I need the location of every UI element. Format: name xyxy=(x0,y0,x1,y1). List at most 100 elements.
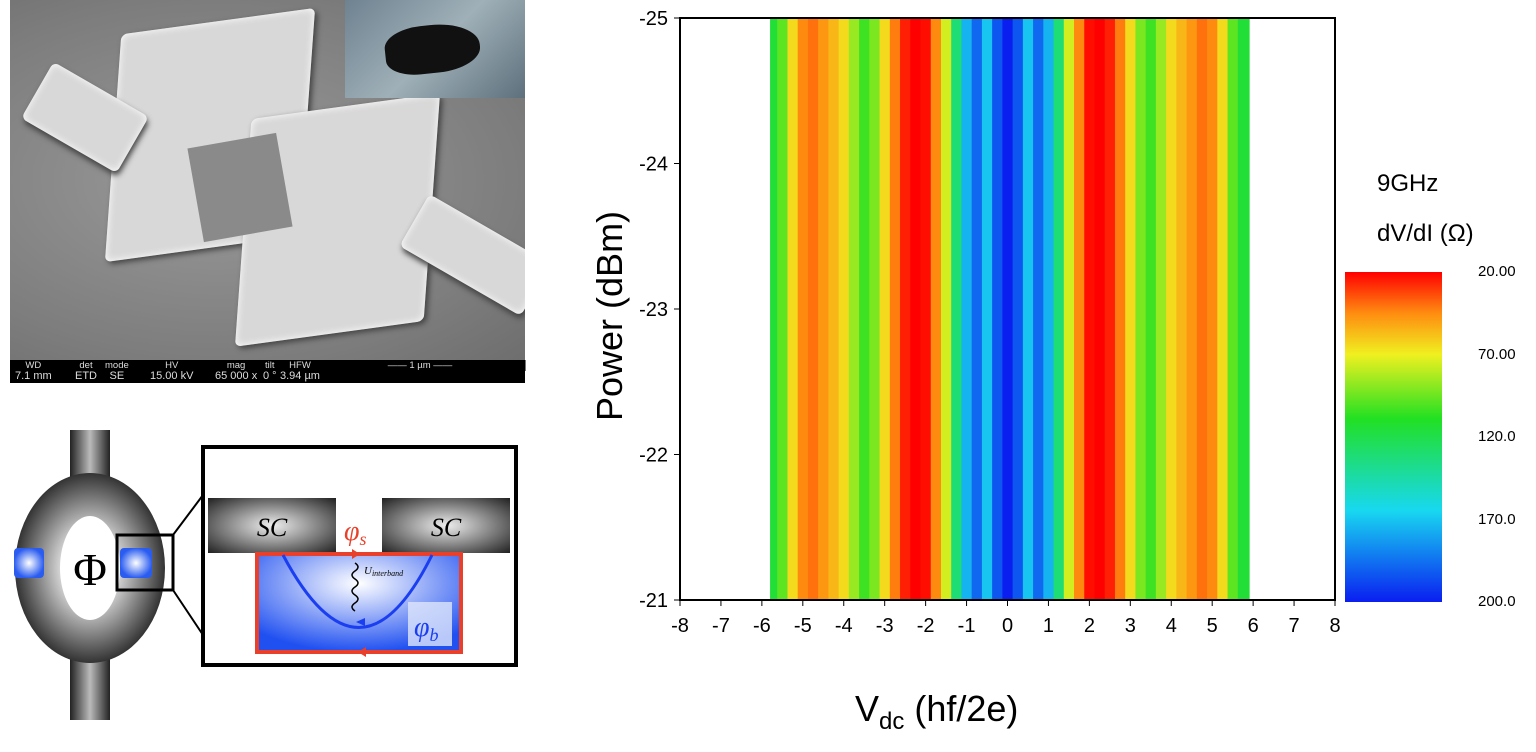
band-curve xyxy=(281,554,434,629)
heatmap-cell xyxy=(859,18,870,600)
heatmap-cell xyxy=(818,18,829,600)
y-axis: -25 -24 -23 -22 -21 xyxy=(639,8,680,612)
phi-b-label: φb xyxy=(414,612,439,645)
zoom-box xyxy=(115,533,175,592)
heatmap-cell xyxy=(889,18,901,600)
colorbar-title: 9GHz xyxy=(1377,170,1439,197)
junction-right xyxy=(120,548,152,578)
heatmap-cell xyxy=(879,18,891,600)
x-tick-label: -6 xyxy=(753,615,771,637)
heatmap-cell xyxy=(1063,18,1075,600)
colorbar-tick-label: 200.0 xyxy=(1478,593,1516,610)
heatmap-cell xyxy=(838,18,850,600)
x-tick-label: -3 xyxy=(876,615,894,637)
x-axis: -8 -7 -6 -5 -4 -3 -2 -1 0 1 2 3 4 5 6 7 8 xyxy=(671,600,1341,637)
phi-s-label: φs xyxy=(344,516,367,549)
heatmap-cell xyxy=(1155,18,1167,600)
x-tick-label: 0 xyxy=(1002,615,1013,637)
heatmap-cell xyxy=(1166,18,1177,600)
scale-bar: —— 1 µm —— xyxy=(315,360,526,371)
u-interband-label: Uinterband xyxy=(364,565,404,578)
heatmap-cell xyxy=(797,18,809,600)
heatmap-cell xyxy=(1084,18,1096,600)
x-tick-label: 4 xyxy=(1166,615,1177,637)
x-tick-label: 8 xyxy=(1329,615,1340,637)
x-tick-label: 1 xyxy=(1043,615,1054,637)
heatmap-cell xyxy=(787,18,799,600)
heatmap-cell xyxy=(1012,18,1024,600)
x-tick-label: -7 xyxy=(712,615,730,637)
x-tick-label: 2 xyxy=(1084,615,1095,637)
phi-b-box xyxy=(408,602,452,646)
sc-right-label: SC xyxy=(431,513,462,542)
heatmap-cell xyxy=(770,18,778,600)
heatmap-cell xyxy=(910,18,922,600)
band-arrow-icon xyxy=(356,618,365,626)
heatmap-cell xyxy=(1043,18,1055,600)
x-tick-label: -4 xyxy=(835,615,853,637)
x-tick-label: -8 xyxy=(671,615,689,637)
heatmap-cell xyxy=(807,18,819,600)
colorbar-label: dV/dI (Ω) xyxy=(1377,220,1474,247)
x-tick-label: 5 xyxy=(1207,615,1218,637)
sem-info-field: WD 7.1 mm xyxy=(15,360,52,382)
optical-inset-photo xyxy=(345,0,525,98)
heatmap-cell xyxy=(930,18,942,600)
heatmap-cell xyxy=(1207,18,1218,600)
heatmap-cell xyxy=(777,18,789,600)
heatmap-cell xyxy=(1053,18,1065,600)
y-tick-label: -23 xyxy=(639,299,668,321)
y-tick-label: -25 xyxy=(639,8,668,30)
interaction-wave xyxy=(351,562,359,612)
heatmap-cell xyxy=(951,18,963,600)
x-tick-label: 7 xyxy=(1289,615,1300,637)
colorbar-tick-label: 70.00 xyxy=(1478,345,1516,363)
sem-info-field: HFW 3.94 µm xyxy=(280,360,320,382)
sc-right xyxy=(382,498,510,553)
heatmap-cell xyxy=(1135,18,1147,600)
colorbar xyxy=(1345,272,1442,602)
junction-left xyxy=(14,548,44,578)
heatmap-cell xyxy=(1196,18,1208,600)
colorbar-tick-label: 20.00 xyxy=(1478,263,1516,280)
heatmap-cell xyxy=(971,18,983,600)
sem-info-field: tilt 0 ° xyxy=(263,360,277,382)
heatmap-cell xyxy=(1094,18,1106,600)
zoom-line xyxy=(172,589,204,636)
heatmap-cell xyxy=(1104,18,1116,600)
heatmap-cell xyxy=(900,18,911,600)
colorbar-tick-label: 170.0 xyxy=(1478,510,1516,528)
heatmap-cell xyxy=(940,18,952,600)
zoom-line xyxy=(172,494,204,536)
sem-info-bar: WD 7.1 mm det ETD mode SE HV 15.00 kV mag 65 000 … xyxy=(10,360,526,383)
heatmap-cell xyxy=(1145,18,1157,600)
heatmap-cell xyxy=(1022,18,1034,600)
sem-info-field: HV 15.00 kV xyxy=(150,360,194,382)
heatmap-cell xyxy=(1176,18,1188,600)
heatmap-cells xyxy=(770,18,1250,600)
y-tick-label: -22 xyxy=(639,445,668,467)
heatmap-cell xyxy=(981,18,993,600)
heatmap-cell xyxy=(1186,18,1198,600)
ring-hole xyxy=(60,516,120,620)
x-tick-label: 3 xyxy=(1125,615,1136,637)
x-tick-label: -5 xyxy=(794,615,812,637)
heatmap-cell xyxy=(869,18,881,600)
flux-symbol: Φ xyxy=(73,544,107,595)
heatmap-cell xyxy=(992,18,1003,600)
colorbar-tick-label: 120.0 xyxy=(1478,428,1516,445)
sem-info-field: det ETD xyxy=(75,360,97,382)
heatmap-cell xyxy=(1002,18,1014,600)
y-tick-label: -21 xyxy=(639,590,668,612)
sem-info-field: mode SE xyxy=(105,360,129,382)
heatmap-cell xyxy=(1217,18,1229,600)
y-tick-label: -24 xyxy=(639,154,668,176)
heatmap-cell xyxy=(1227,18,1239,600)
sem-info-field: mag 65 000 x xyxy=(215,360,258,382)
heatmap-cell xyxy=(848,18,860,600)
heatmap-cell xyxy=(1237,18,1250,600)
sc-left-label: SC xyxy=(257,513,288,542)
x-tick-label: 6 xyxy=(1248,615,1259,637)
heatmap-cell xyxy=(1125,18,1137,600)
